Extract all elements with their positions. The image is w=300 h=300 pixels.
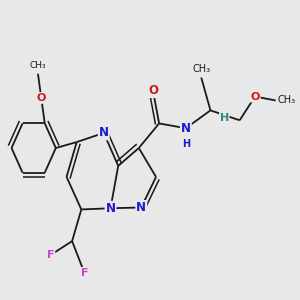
Text: F: F <box>47 250 54 260</box>
Text: N: N <box>99 127 109 140</box>
Text: O: O <box>148 84 158 97</box>
Text: CH₃: CH₃ <box>192 64 210 74</box>
Text: CH₃: CH₃ <box>277 95 295 106</box>
Text: N: N <box>136 201 146 214</box>
Text: N: N <box>106 202 116 215</box>
Text: O: O <box>250 92 260 101</box>
Text: H: H <box>220 112 229 122</box>
Text: F: F <box>81 268 88 278</box>
Text: H: H <box>182 139 190 149</box>
Text: N: N <box>181 122 191 135</box>
Text: O: O <box>37 93 46 103</box>
Text: CH₃: CH₃ <box>30 61 46 70</box>
